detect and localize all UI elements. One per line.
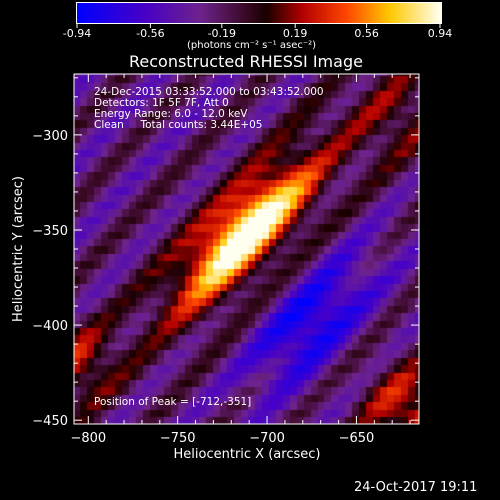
colorbar-gradient bbox=[76, 2, 442, 24]
x-tick-label: −800 bbox=[70, 431, 106, 446]
colorbar-tick-label: 0.94 bbox=[427, 27, 453, 40]
x-tick-label: −750 bbox=[160, 431, 196, 446]
y-tick-label: −350 bbox=[32, 224, 68, 239]
x-tick-label: −700 bbox=[249, 431, 285, 446]
info-line-detectors: Detectors: 1F 5F 7F, Att 0 bbox=[94, 97, 229, 109]
x-axis-label: Heliocentric X (arcsec) bbox=[174, 447, 321, 462]
info-line-clean: Clean Total counts: 3.44E+05 bbox=[94, 119, 263, 131]
heatmap-image bbox=[74, 74, 419, 424]
y-axis-ticks: −300 −350 −400 −450 bbox=[32, 77, 419, 429]
y-tick-label: −400 bbox=[32, 319, 68, 334]
colorbar-tick-label: -0.94 bbox=[62, 27, 92, 40]
colorbar-unit-label: (photons cm⁻² s⁻¹ asec⁻²) bbox=[187, 40, 317, 51]
peak-position-label: Position of Peak = [-712,-351] bbox=[94, 396, 252, 408]
colorbar-tick-label: -0.19 bbox=[207, 27, 237, 40]
y-axis-label: Heliocentric Y (arcsec) bbox=[11, 176, 26, 322]
colorbar-tick-label: -0.56 bbox=[136, 27, 165, 40]
x-axis-ticks: −800 −750 −700 −650 bbox=[70, 74, 411, 446]
colorbar-tick-label: 0.56 bbox=[354, 27, 379, 40]
y-tick-label: −300 bbox=[32, 129, 68, 144]
x-tick-label: −650 bbox=[339, 431, 375, 446]
colorbar-tick-label: 0.19 bbox=[282, 27, 308, 40]
info-line-energy: Energy Range: 6.0 - 12.0 keV bbox=[94, 108, 248, 120]
footer-date: 24-Oct-2017 19:11 bbox=[354, 480, 478, 495]
chart-title: Reconstructed RHESSI Image bbox=[129, 52, 363, 71]
info-line-time: 24-Dec-2015 03:33:52.000 to 03:43:52.000 bbox=[94, 86, 324, 98]
colorbar-axis bbox=[76, 23, 441, 28]
y-tick-label: −450 bbox=[32, 414, 68, 429]
